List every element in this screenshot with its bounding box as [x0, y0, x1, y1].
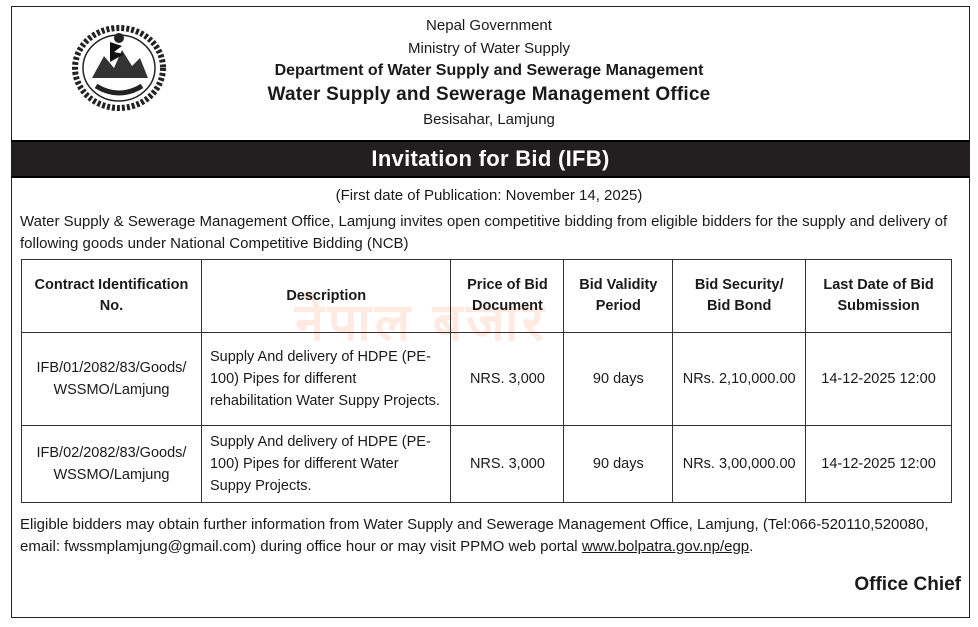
- col-header-deadline: Last Date of Bid Submission: [805, 259, 952, 333]
- cell-description: Supply And delivery of HDPE (PE-100) Pip…: [200, 425, 452, 503]
- table-header-row: Contract Identification No. Description …: [21, 259, 952, 333]
- cell-security: NRs. 3,00,000.00: [672, 425, 807, 503]
- cell-description: Supply And delivery of HDPE (PE-100) Pip…: [200, 332, 452, 426]
- bid-table: Contract Identification No. Description …: [21, 259, 952, 503]
- ppmo-portal-link[interactable]: www.bolpatra.gov.np/egp: [581, 538, 750, 555]
- header-location: Besisahar, Lamjung: [423, 111, 555, 128]
- publication-date: (First date of Publication: November 14,…: [335, 187, 643, 204]
- cell-deadline: 14-12-2025 12:00: [805, 332, 952, 426]
- notice-title: Invitation for Bid (IFB): [371, 146, 610, 171]
- intro-paragraph: Water Supply & Sewerage Management Offic…: [20, 213, 948, 252]
- nepal-emblem-icon: [72, 25, 166, 111]
- footer-text: Eligible bidders may obtain further info…: [20, 516, 929, 555]
- header-office: Water Supply and Sewerage Management Off…: [267, 84, 711, 105]
- col-header-validity: Bid Validity Period: [563, 259, 674, 333]
- title-bar: Invitation for Bid (IFB): [11, 140, 970, 178]
- col-header-contract: Contract Identification No.: [21, 259, 202, 333]
- header-government: Nepal Government: [426, 17, 552, 34]
- cell-contract: IFB/02/2082/83/Goods/ WSSMO/Lamjung: [21, 425, 202, 503]
- col-header-security: Bid Security/ Bid Bond: [672, 259, 807, 333]
- cell-validity: 90 days: [563, 332, 674, 426]
- cell-price: NRS. 3,000: [450, 425, 565, 503]
- cell-deadline: 14-12-2025 12:00: [805, 425, 952, 503]
- header-ministry: Ministry of Water Supply: [408, 40, 570, 57]
- table-row: IFB/01/2082/83/Goods/ WSSMO/Lamjung Supp…: [21, 332, 952, 426]
- cell-validity: 90 days: [563, 425, 674, 503]
- footer-end: .: [749, 538, 754, 555]
- col-header-description: Description: [200, 259, 452, 333]
- header-department: Department of Water Supply and Sewerage …: [274, 62, 704, 79]
- footer-paragraph: Eligible bidders may obtain further info…: [20, 514, 965, 558]
- notice-frame: [11, 6, 970, 618]
- cell-price: NRS. 3,000: [450, 332, 565, 426]
- col-header-price: Price of Bid Document: [450, 259, 565, 333]
- table-row: IFB/02/2082/83/Goods/ WSSMO/Lamjung Supp…: [21, 425, 952, 503]
- cell-contract: IFB/01/2082/83/Goods/ WSSMO/Lamjung: [21, 332, 202, 426]
- signature: Office Chief: [854, 574, 961, 595]
- cell-security: NRs. 2,10,000.00: [672, 332, 807, 426]
